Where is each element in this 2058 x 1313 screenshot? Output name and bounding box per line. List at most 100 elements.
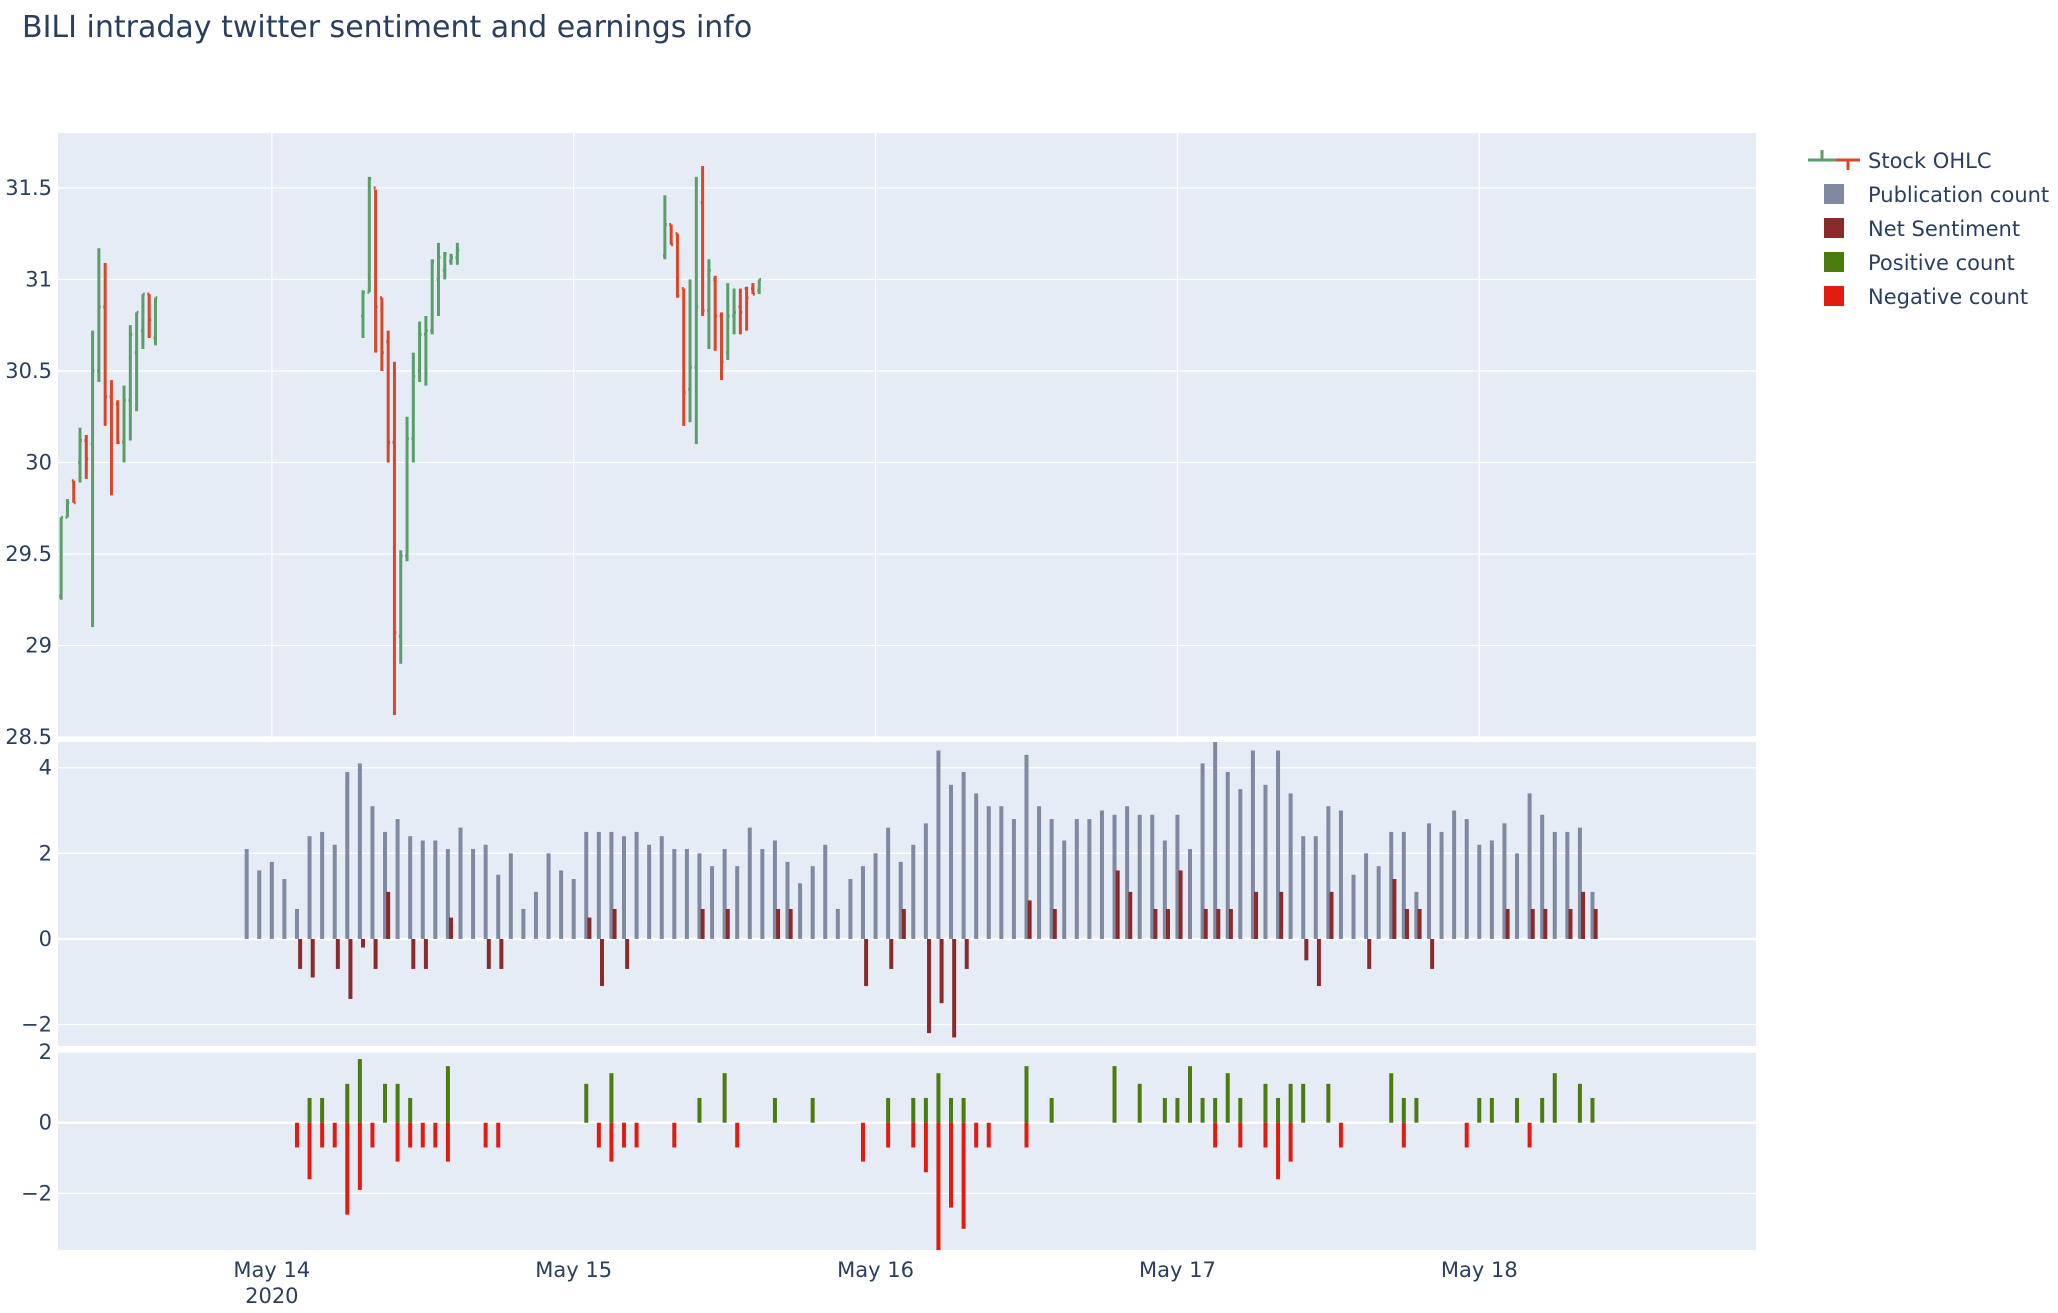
ohlc-bar — [719, 312, 724, 381]
net-sentiment-bar — [1254, 891, 1259, 939]
publication-count-bar — [294, 908, 299, 939]
publication-count-bar — [1137, 814, 1142, 939]
y-tick-label: 0 — [39, 1111, 52, 1135]
publication-count-bar — [936, 750, 941, 939]
publication-count-bar — [760, 849, 765, 939]
legend-item[interactable]: Stock OHLC — [1808, 149, 1991, 173]
legend-item[interactable]: Net Sentiment — [1824, 217, 2020, 241]
negative-count-bar — [483, 1122, 488, 1148]
positive-count-bar — [1590, 1097, 1595, 1123]
negative-count-bar — [986, 1122, 991, 1148]
net-sentiment-bar — [625, 938, 630, 969]
publication-count-bar — [345, 771, 350, 939]
net-sentiment-bar — [1279, 891, 1284, 939]
ohlc-bar — [122, 385, 126, 463]
legend[interactable]: Stock OHLC Publication count Net Sentiment… — [1808, 149, 2049, 309]
positive-count-bar — [1175, 1097, 1180, 1123]
positive-count-bar — [772, 1097, 777, 1123]
net-sentiment-bar — [1228, 908, 1233, 939]
publication-count-bar — [508, 853, 513, 939]
net-sentiment-bar — [1543, 908, 1548, 939]
negative-count-bar — [609, 1122, 614, 1162]
publication-count-bar — [1364, 853, 1369, 939]
negative-count-bar — [345, 1122, 350, 1215]
y-tick-label: −2 — [21, 1013, 52, 1037]
publication-count-bar — [697, 853, 702, 939]
net-sentiment-bar — [889, 938, 894, 969]
ohlc-bar — [424, 316, 428, 386]
positive-count-bar — [697, 1097, 702, 1123]
net-sentiment-bar — [964, 938, 969, 969]
panel-price-background — [58, 133, 1756, 737]
publication-count-bar — [1376, 866, 1381, 939]
negative-count-bar — [1263, 1122, 1268, 1148]
legend-item[interactable]: Negative count — [1824, 285, 2028, 309]
publication-count-bar — [1200, 763, 1205, 939]
positive-count-bar — [1577, 1083, 1582, 1123]
ohlc-bar — [78, 427, 82, 483]
publication-count-bar — [1125, 806, 1130, 939]
ohlc-bar — [732, 288, 736, 335]
publication-count-bar — [710, 866, 715, 939]
chart-title: BILI intraday twitter sentiment and earn… — [22, 10, 753, 45]
positive-count-bar — [722, 1073, 727, 1123]
net-sentiment-bar — [373, 938, 378, 969]
legend-item[interactable]: Publication count — [1824, 183, 2049, 207]
publication-count-bar — [445, 849, 450, 939]
positive-count-bar — [1263, 1083, 1268, 1123]
y-tick-label: 2 — [39, 1040, 52, 1064]
positive-count-bar — [1288, 1083, 1293, 1123]
publication-count-bar — [1037, 806, 1042, 939]
publication-count-bar — [332, 844, 337, 939]
publication-count-bar — [898, 861, 903, 939]
publication-count-bar — [873, 853, 878, 939]
publication-count-bar — [1238, 789, 1243, 939]
publication-count-bar — [1288, 793, 1293, 939]
net-sentiment-bar — [1404, 908, 1409, 939]
positive-count-bar — [886, 1097, 891, 1123]
publication-count-bar — [1401, 831, 1406, 939]
net-sentiment-bar — [1304, 938, 1309, 961]
publication-count-bar — [798, 883, 803, 939]
legend-item[interactable]: Positive count — [1824, 251, 2015, 275]
net-sentiment-bar — [298, 938, 303, 969]
publication-count-bar — [596, 831, 601, 939]
y-tick-label: 2 — [39, 841, 52, 865]
publication-count-bar — [395, 819, 400, 939]
negative-count-bar — [1276, 1122, 1281, 1180]
publication-count-bar — [383, 831, 388, 939]
publication-count-bar — [1565, 831, 1570, 939]
legend-swatch — [1824, 286, 1844, 306]
net-sentiment-bar — [1128, 891, 1133, 939]
positive-count-bar — [1477, 1097, 1482, 1123]
net-sentiment-bar — [1430, 938, 1435, 969]
publication-count-bar — [848, 879, 853, 939]
publication-count-bar — [1112, 814, 1117, 939]
publication-count-bar — [1263, 784, 1268, 939]
legend-label: Stock OHLC — [1868, 149, 1991, 173]
positive-count-bar — [1389, 1073, 1394, 1123]
positive-count-bar — [1238, 1097, 1243, 1123]
positive-count-bar — [307, 1097, 312, 1123]
publication-count-bar — [521, 908, 526, 939]
positive-count-bar — [1024, 1066, 1029, 1123]
net-sentiment-bar — [1568, 908, 1573, 939]
ohlc-bar — [96, 248, 101, 382]
ohlc-bar — [109, 380, 114, 496]
ohlc-bar — [361, 290, 365, 338]
net-sentiment-bar — [612, 908, 617, 939]
panel-counts-background — [58, 1052, 1756, 1250]
publication-count-bar — [1338, 810, 1343, 939]
net-sentiment-bar — [1530, 908, 1535, 939]
publication-count-bar — [1426, 823, 1431, 939]
publication-count-bar — [320, 831, 325, 939]
y-tick-label: 31 — [25, 267, 52, 291]
negative-count-bar — [1338, 1122, 1343, 1148]
publication-count-bar — [1074, 819, 1079, 939]
publication-count-bar — [672, 849, 677, 939]
positive-count-bar — [609, 1073, 614, 1123]
net-sentiment-bar — [1153, 908, 1158, 939]
negative-count-bar — [860, 1122, 865, 1162]
legend-label: Net Sentiment — [1868, 217, 2020, 241]
net-sentiment-bar — [411, 938, 416, 969]
